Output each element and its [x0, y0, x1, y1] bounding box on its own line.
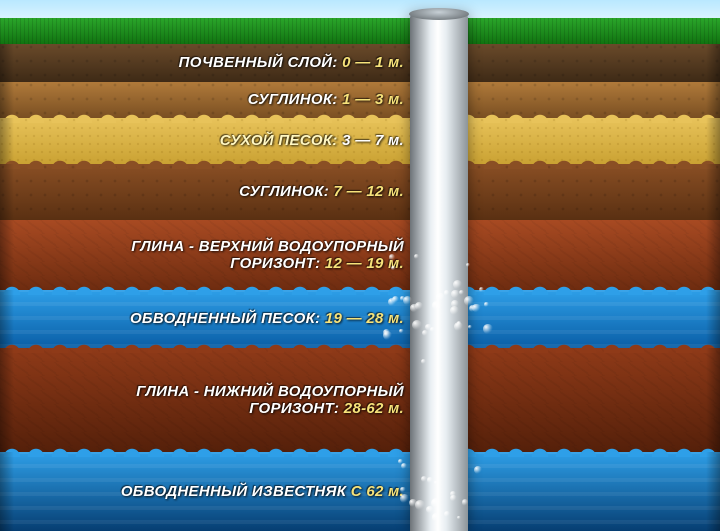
layer-label: ГЛИНА - НИЖНИЙ ВОДОУПОРНЫЙ ГОРИЗОНТ: 28-…	[44, 383, 404, 418]
layer-depth-range: С 62 м.	[351, 483, 404, 500]
layer-label: ОБВОДНЕННЫЙ ИЗВЕСТНЯК С 62 м.	[121, 483, 404, 500]
layer-name: ОБВОДНЕННЫЙ ИЗВЕСТНЯК	[121, 483, 346, 500]
layer-label: ГЛИНА - ВЕРХНИЙ ВОДОУПОРНЫЙ ГОРИЗОНТ: 12…	[44, 238, 404, 273]
layer-label: ПОЧВЕННЫЙ СЛОЙ: 0 — 1 м.	[179, 54, 404, 71]
layer-name: СУГЛИНОК:	[248, 91, 338, 108]
layer-label: СУГЛИНОК: 1 — 3 м.	[248, 91, 404, 108]
layer-depth-range: 0 — 1 м.	[342, 54, 404, 71]
layer-depth-range: 28-62 м.	[344, 400, 404, 417]
layer-name: СУГЛИНОК:	[239, 183, 329, 200]
pipe-cap	[409, 8, 469, 20]
layer-name: СУХОЙ ПЕСОК:	[220, 132, 338, 149]
layer-depth-range: 1 — 3 м.	[342, 91, 404, 108]
well-pipe	[410, 14, 468, 531]
layer-name: ПОЧВЕННЫЙ СЛОЙ:	[179, 54, 338, 71]
layer-depth-range: 12 — 19 м.	[325, 255, 404, 272]
geological-cross-section: ПОЧВЕННЫЙ СЛОЙ: 0 — 1 м. СУГЛИНОК: 1 — 3 …	[0, 0, 720, 531]
layer-depth-range: 7 — 12 м.	[334, 183, 405, 200]
layer-name: ОБВОДНЕННЫЙ ПЕСОК:	[130, 310, 320, 327]
layer-label: СУХОЙ ПЕСОК: 3 — 7 м.	[220, 132, 404, 149]
layer-label: ОБВОДНЕННЫЙ ПЕСОК: 19 — 28 м.	[130, 310, 404, 327]
layer-depth-range: 3 — 7 м.	[342, 132, 404, 149]
layer-label: СУГЛИНОК: 7 — 12 м.	[239, 183, 404, 200]
layer-depth-range: 19 — 28 м.	[325, 310, 404, 327]
